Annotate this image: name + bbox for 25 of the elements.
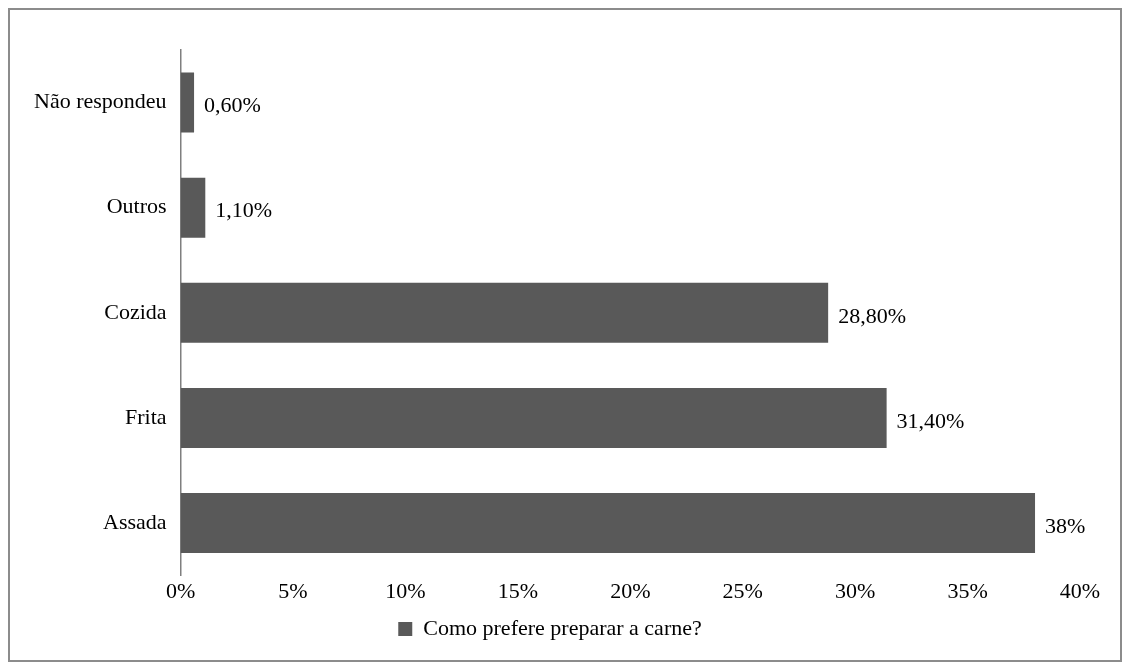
data-label: 31,40% [896, 407, 965, 433]
bar [180, 72, 195, 133]
y-tick-label: Frita [125, 403, 167, 429]
x-tick-label: 5% [278, 577, 308, 603]
y-tick-label: Não respondeu [33, 88, 167, 114]
data-label: 1,10% [215, 197, 273, 223]
x-tick-label: 0% [165, 577, 196, 603]
x-tick-label: 10% [385, 577, 426, 603]
data-label: 38% [1045, 512, 1086, 538]
y-tick-label: Outros [106, 193, 167, 219]
y-tick-label: Assada [103, 508, 167, 534]
bar [180, 493, 1036, 553]
x-tick-label: 20% [610, 577, 651, 603]
x-tick-label: 25% [722, 577, 763, 603]
x-tick-label: 15% [497, 577, 539, 603]
bar [180, 282, 829, 343]
bar [180, 177, 206, 238]
data-label: 28,80% [838, 302, 906, 328]
data-label: 0,60% [204, 92, 261, 118]
x-tick-label: 40% [1059, 577, 1101, 603]
x-tick-label: 35% [947, 577, 988, 603]
x-tick-label: 30% [834, 577, 876, 603]
bar [180, 387, 887, 448]
legend-label: Como prefere preparar a carne? [423, 614, 702, 640]
y-tick-label: Cozida [104, 298, 167, 324]
